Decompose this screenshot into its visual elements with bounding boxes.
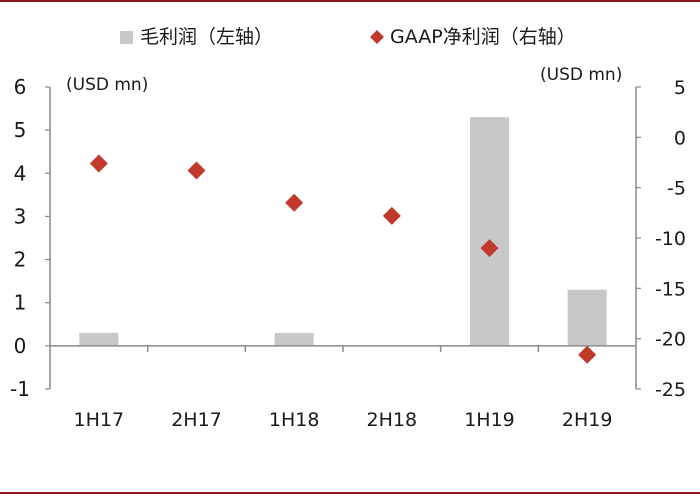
bar-1H19 <box>470 117 509 346</box>
bar-1H17 <box>79 332 119 346</box>
left-tick-label: 6 <box>14 75 27 99</box>
left-tick-label: -1 <box>10 377 30 401</box>
bar-2H19 <box>567 289 607 346</box>
left-tick-label: 4 <box>14 161 27 185</box>
x-label-2H17: 2H17 <box>171 409 222 431</box>
marker-series <box>89 154 597 364</box>
legend-swatch-gross-profit <box>120 31 133 44</box>
x-label-2H18: 2H18 <box>367 409 418 431</box>
x-axis-labels: 1H17 2H17 1H18 2H18 1H19 2H19 <box>74 409 613 431</box>
marker-2H19 <box>578 345 597 364</box>
right-tick-label: 5 <box>674 77 686 99</box>
marker-1H18 <box>285 193 304 212</box>
axes <box>49 87 637 389</box>
marker-2H17 <box>187 161 206 180</box>
top-border <box>0 0 700 2</box>
x-label-1H17: 1H17 <box>74 409 125 431</box>
marker-2H18 <box>382 206 401 225</box>
left-tick-label: 5 <box>14 118 27 142</box>
right-axis-ticks: 5 0 -5 -10 -15 -20 -25 <box>636 77 686 401</box>
right-tick-label: -10 <box>655 228 686 250</box>
right-tick-label: -5 <box>667 178 686 200</box>
marker-1H17 <box>89 154 108 173</box>
right-tick-label: 0 <box>674 127 686 149</box>
left-tick-label: 1 <box>14 291 27 315</box>
legend-label-gross-profit: 毛利润（左轴） <box>140 26 273 48</box>
right-tick-label: -25 <box>655 379 686 401</box>
right-tick-label: -15 <box>655 278 686 300</box>
x-label-2H19: 2H19 <box>562 409 613 431</box>
x-label-1H19: 1H19 <box>464 409 515 431</box>
bar-1H18 <box>274 332 314 346</box>
right-axis-unit: (USD mn) <box>540 65 622 85</box>
left-tick-label: 0 <box>14 334 27 358</box>
bottom-border <box>0 492 700 494</box>
marker-1H19 <box>480 239 499 258</box>
legend-label-gaap-net-income: GAAP净利润（右轴） <box>390 26 576 48</box>
bar-series <box>79 117 607 346</box>
left-axis-ticks: 6 5 4 3 2 1 0 -1 <box>10 75 50 401</box>
right-tick-label: -20 <box>655 329 686 351</box>
legend-swatch-gaap-net-income <box>370 30 384 44</box>
x-label-1H18: 1H18 <box>269 409 320 431</box>
left-tick-label: 3 <box>14 204 27 228</box>
left-tick-label: 2 <box>14 248 27 272</box>
legend: 毛利润（左轴） GAAP净利润（右轴） <box>120 26 576 48</box>
left-axis-unit: (USD mn) <box>66 75 148 95</box>
